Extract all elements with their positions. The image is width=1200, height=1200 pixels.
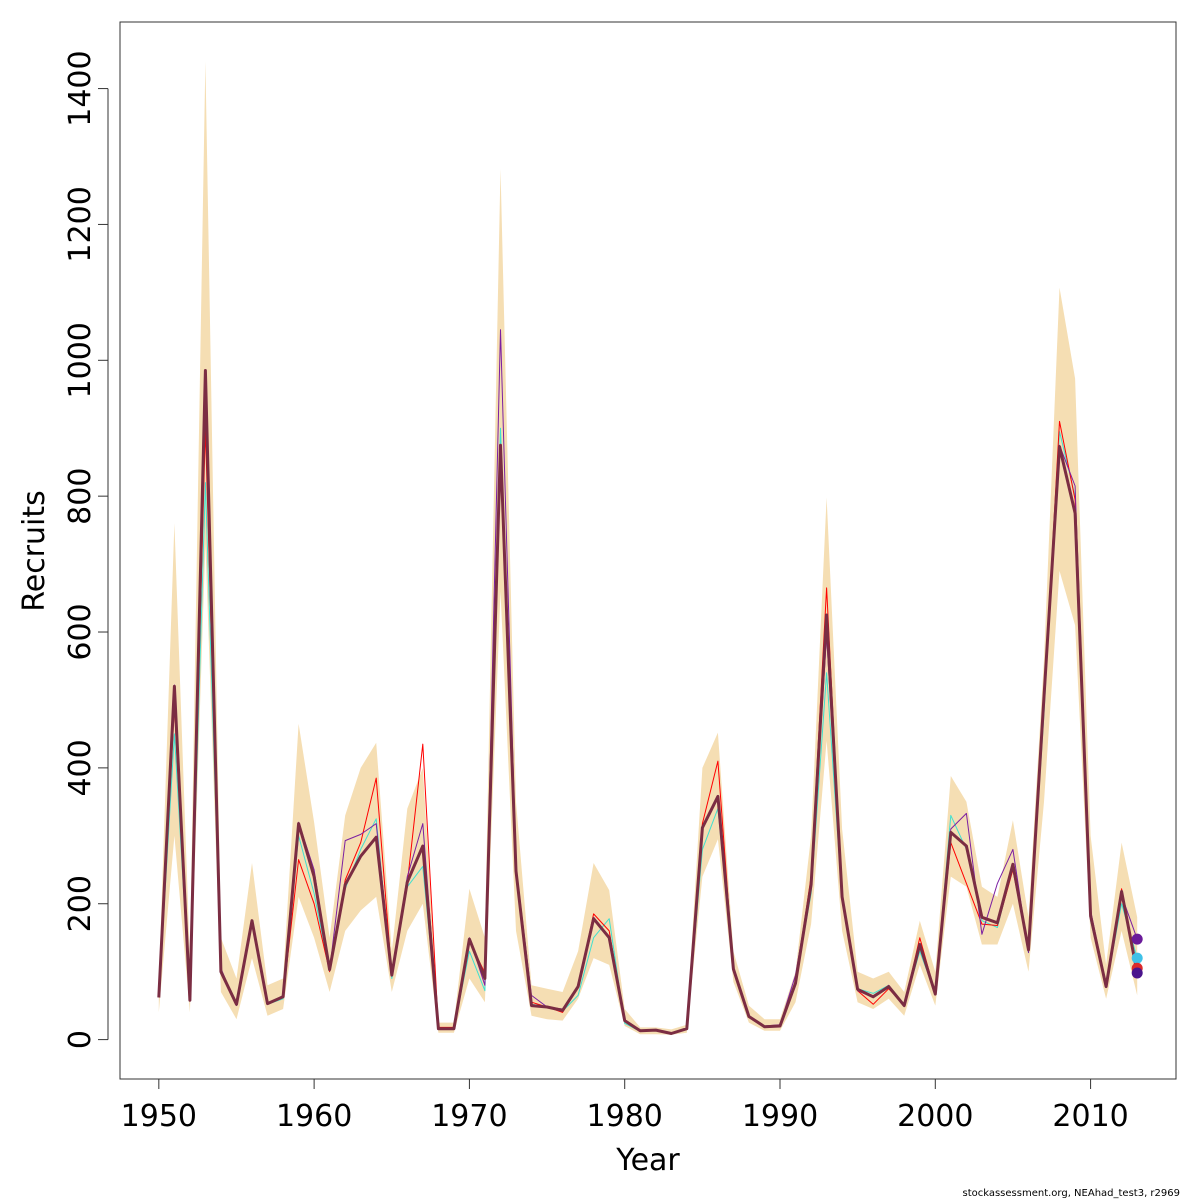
final-year-points-layer [1131, 933, 1143, 979]
x-tick-label: 1960 [276, 1099, 352, 1134]
x-tick-label: 2010 [1052, 1099, 1128, 1134]
x-axis-title: Year [615, 1143, 680, 1178]
y-axis-title: Recruits [17, 490, 52, 612]
final-point-1 [1131, 952, 1143, 964]
x-tick-label: 1970 [431, 1099, 507, 1134]
series-line-4 [157, 369, 1139, 1035]
y-tick-label: 1000 [63, 322, 98, 398]
y-tick-label: 400 [63, 739, 98, 796]
y-tick-label: 200 [63, 875, 98, 932]
x-tick-label: 1990 [742, 1099, 818, 1134]
y-tick-label: 1200 [63, 186, 98, 262]
x-tick-label: 1980 [587, 1099, 663, 1134]
footer-credit: stockassessment.org, NEAhad_test3, r2969 [962, 1188, 1180, 1199]
y-tick-label: 1400 [63, 50, 98, 126]
confidence-band-layer [158, 61, 1138, 1035]
x-tick-label: 2000 [897, 1099, 973, 1134]
x-tick-label: 1950 [121, 1099, 197, 1134]
confidence-band [158, 61, 1138, 1035]
x-axis: 1950 1960 1970 1980 1990 2000 2010 [121, 1078, 1129, 1134]
series-layer [157, 329, 1139, 1035]
y-axis: 0 200 400 600 800 1000 1200 1400 [63, 50, 109, 1049]
final-point-3 [1131, 933, 1143, 945]
y-tick-label: 0 [63, 1030, 98, 1049]
y-tick-label: 800 [63, 468, 98, 525]
y-tick-label: 600 [63, 603, 98, 660]
final-point-4 [1131, 967, 1143, 979]
